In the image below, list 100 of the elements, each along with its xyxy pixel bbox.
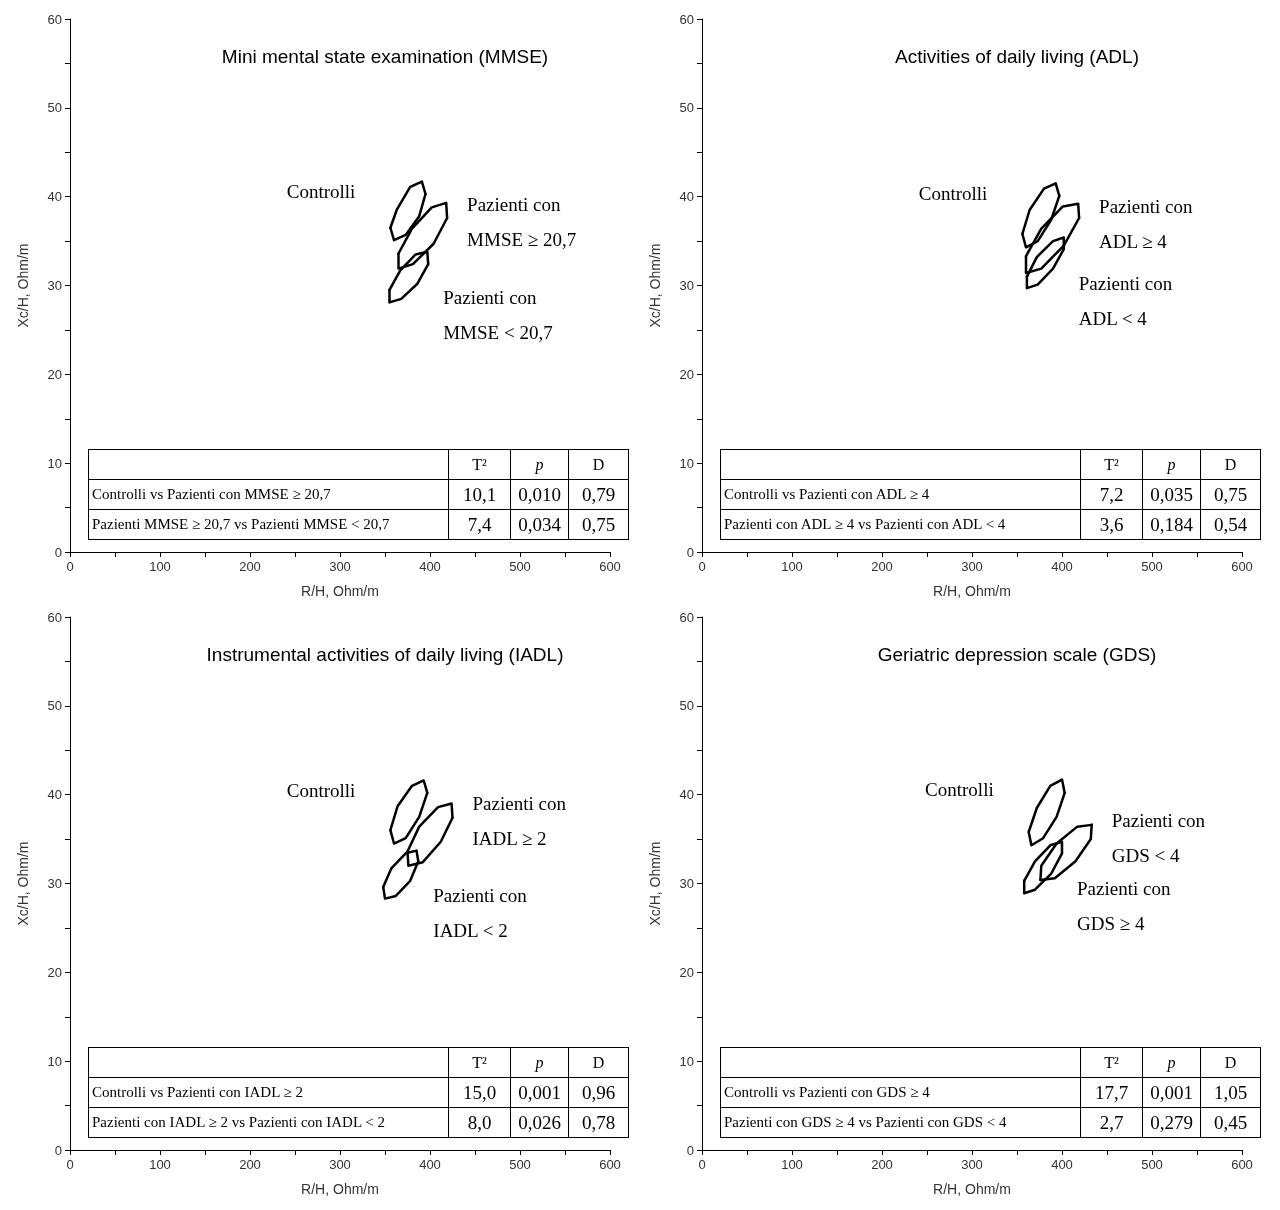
annotation: 3,6 <box>1080 509 1143 540</box>
text: Instrumental activities of daily living (IADL) <box>206 644 564 665</box>
x-tick-label: 500 <box>509 559 531 574</box>
annotation: 0,001 <box>1142 1077 1201 1108</box>
x-tick-label: 300 <box>961 559 983 574</box>
text: Controlli <box>286 181 356 203</box>
y-tick-label: 30 <box>47 876 62 891</box>
y-tick-label: 50 <box>47 698 62 714</box>
annotation: 0,79 <box>568 479 629 510</box>
text: Geriatric depression scale (GDS) <box>877 644 1157 665</box>
annotation: p <box>1142 1047 1201 1078</box>
y-tick-label: 60 <box>47 609 62 625</box>
y-tick-label: 20 <box>679 366 694 382</box>
annotation: Controlli vs Pazienti con IADL ≥ 2 <box>88 1077 449 1108</box>
annotation: 0,75 <box>1200 479 1261 510</box>
x-axis-title: R/H, Ohm/m <box>933 1181 1011 1197</box>
y-tick-label: 50 <box>679 698 694 714</box>
annotation: 0,96 <box>568 1077 629 1108</box>
series-label: Pazienti con ADL < 4 <box>1078 272 1173 329</box>
annotation: 0,54 <box>1200 509 1261 540</box>
y-tick-label: 30 <box>679 876 694 891</box>
annotation: D <box>1200 1047 1261 1078</box>
x-tick-label: 100 <box>781 559 803 574</box>
x-tick-label: 600 <box>1231 1157 1253 1172</box>
y-tick-label: 60 <box>47 11 62 27</box>
annotation: p <box>510 1047 569 1078</box>
annotation: T² <box>448 449 511 480</box>
y-tick-label: 40 <box>47 189 62 205</box>
x-tick-label: 600 <box>599 559 621 574</box>
y-tick-label: 40 <box>679 787 694 803</box>
x-axis-title: R/H, Ohm/m <box>301 1181 379 1197</box>
annotation: T² <box>1080 1047 1143 1078</box>
y-tick-label: 50 <box>47 100 62 116</box>
annotation: D <box>1200 449 1261 480</box>
x-tick-label: 300 <box>961 1157 983 1172</box>
annotation: Controlli vs Pazienti con MMSE ≥ 20,7 <box>88 479 449 510</box>
annotation: p <box>510 449 569 480</box>
x-tick-label: 400 <box>419 1157 441 1172</box>
annotation: Controlli vs Pazienti con ADL ≥ 4 <box>720 479 1081 510</box>
annotation: 0,78 <box>568 1107 629 1138</box>
annotation: Pazienti con IADL ≥ 2 vs Pazienti con IADL < 2 <box>88 1107 449 1138</box>
y-axis-title: Xc/H, Ohm/m <box>647 841 663 926</box>
series-label: Pazienti con GDS ≥ 4 <box>1077 877 1171 934</box>
x-tick-label: 300 <box>329 559 351 574</box>
y-tick-label: 60 <box>679 11 694 27</box>
annotation: 7,4 <box>448 509 511 540</box>
series-label: Pazienti con MMSE ≥ 20,7 <box>467 193 577 250</box>
annotation: T² <box>448 1047 511 1078</box>
annotation: 0,010 <box>510 479 569 510</box>
series-label: Pazienti con GDS < 4 <box>1111 810 1206 867</box>
y-tick-label: 0 <box>54 1142 62 1158</box>
y-tick-label: 30 <box>679 278 694 293</box>
x-tick-label: 0 <box>66 559 74 574</box>
annotation: 0,026 <box>510 1107 569 1138</box>
y-tick-label: 20 <box>47 366 62 382</box>
annotation: Pazienti con GDS ≥ 4 vs Pazienti con GDS < 4 <box>720 1107 1081 1138</box>
x-tick-label: 500 <box>1141 559 1163 574</box>
x-tick-label: 100 <box>781 1157 803 1172</box>
series-label: Pazienti con MMSE < 20,7 <box>443 287 553 344</box>
x-tick-label: 400 <box>1051 1157 1073 1172</box>
x-tick-label: 500 <box>509 1157 531 1172</box>
x-tick-label: 200 <box>239 559 261 574</box>
x-tick-label: 100 <box>149 559 171 574</box>
y-tick-label: 50 <box>679 100 694 116</box>
x-tick-label: 300 <box>329 1157 351 1172</box>
y-tick-label: 20 <box>47 964 62 980</box>
y-tick-label: 10 <box>47 455 62 471</box>
x-axis-title: R/H, Ohm/m <box>933 583 1011 599</box>
y-axis-title: Xc/H, Ohm/m <box>15 243 31 328</box>
y-tick-label: 0 <box>686 544 694 560</box>
x-tick-label: 200 <box>239 1157 261 1172</box>
y-tick-label: 0 <box>54 544 62 560</box>
annotation: 0,75 <box>568 509 629 540</box>
x-tick-label: 200 <box>871 1157 893 1172</box>
y-axis-title: Xc/H, Ohm/m <box>15 841 31 926</box>
annotation: 0,001 <box>510 1077 569 1108</box>
x-tick-label: 600 <box>1231 559 1253 574</box>
y-tick-label: 60 <box>679 609 694 625</box>
y-axis-title: Xc/H, Ohm/m <box>647 243 663 328</box>
x-tick-label: 0 <box>698 1157 706 1172</box>
x-tick-label: 400 <box>419 559 441 574</box>
text: Controlli <box>918 182 988 204</box>
x-tick-label: 0 <box>698 559 706 574</box>
series-label: Pazienti con IADL ≥ 2 <box>472 792 567 849</box>
annotation: Controlli vs Pazienti con GDS ≥ 4 <box>720 1077 1081 1108</box>
annotation: D <box>568 449 629 480</box>
annotation: 10,1 <box>448 479 511 510</box>
annotation: 2,7 <box>1080 1107 1143 1138</box>
x-tick-label: 500 <box>1141 1157 1163 1172</box>
y-tick-label: 10 <box>47 1053 62 1069</box>
series-label: Pazienti con IADL < 2 <box>433 884 528 941</box>
x-tick-label: 100 <box>149 1157 171 1172</box>
text: Controlli <box>925 779 994 801</box>
annotation: Pazienti MMSE ≥ 20,7 vs Pazienti MMSE < 20,7 <box>88 509 449 540</box>
x-axis-title: R/H, Ohm/m <box>301 583 379 599</box>
x-tick-label: 200 <box>871 559 893 574</box>
text: Activities of daily living (ADL) <box>895 46 1139 67</box>
annotation: 0,279 <box>1142 1107 1201 1138</box>
annotation: 7,2 <box>1080 479 1143 510</box>
annotation: 0,035 <box>1142 479 1201 510</box>
